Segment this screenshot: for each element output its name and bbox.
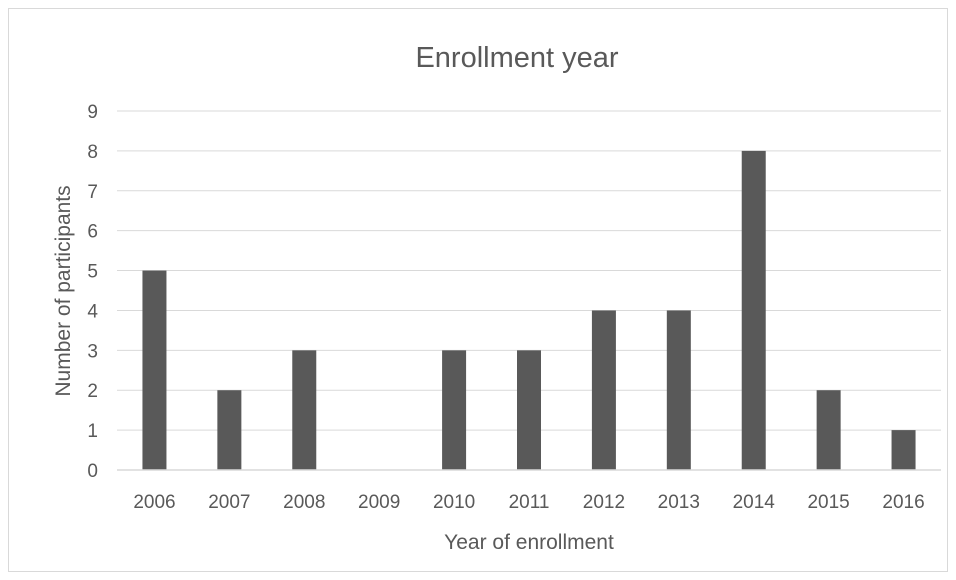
x-tick-label: 2006 — [133, 492, 175, 513]
x-tick-label: 2010 — [433, 492, 475, 513]
x-tick-label: 2016 — [882, 492, 924, 513]
x-tick-label: 2009 — [358, 492, 400, 513]
x-axis-label: Year of enrollment — [444, 531, 614, 554]
bar-2015 — [816, 390, 841, 470]
bar-2013 — [666, 310, 691, 470]
y-tick-label: 5 — [87, 262, 98, 283]
bar-2016 — [891, 430, 916, 470]
bar-2014 — [741, 150, 766, 470]
bar-2008 — [292, 350, 317, 470]
y-tick-label: 3 — [87, 341, 98, 362]
y-tick-label: 2 — [87, 381, 98, 402]
y-tick-label: 7 — [87, 182, 98, 203]
y-tick-label: 4 — [87, 301, 98, 322]
bar-2007 — [217, 390, 242, 470]
x-tick-labels: 2006 2007 2008 2009 2010 2011 2012 2013 2014 2015… — [133, 492, 924, 513]
y-tick-label: 9 — [87, 102, 98, 123]
y-axis-label: Number of participants — [52, 185, 75, 396]
x-tick-label: 2008 — [283, 492, 325, 513]
x-tick-label: 2012 — [583, 492, 625, 513]
gridlines — [117, 110, 941, 431]
y-tick-label: 1 — [87, 421, 98, 442]
x-tick-label: 2015 — [807, 492, 849, 513]
bar-2006 — [142, 270, 167, 470]
bar-2010 — [442, 350, 467, 470]
y-tick-label: 0 — [87, 461, 98, 482]
bar-2012 — [591, 310, 616, 470]
x-tick-label: 2011 — [509, 492, 550, 513]
y-tick-label: 6 — [87, 222, 98, 243]
chart-title: Enrollment year — [415, 42, 618, 74]
bars — [142, 150, 916, 470]
bar-2011 — [517, 350, 541, 470]
y-tick-labels: 0 1 2 3 4 5 6 7 8 9 — [87, 102, 98, 482]
x-tick-label: 2014 — [733, 492, 776, 513]
y-tick-label: 8 — [87, 142, 98, 163]
x-tick-label: 2007 — [208, 492, 250, 513]
x-tick-label: 2013 — [658, 492, 700, 513]
